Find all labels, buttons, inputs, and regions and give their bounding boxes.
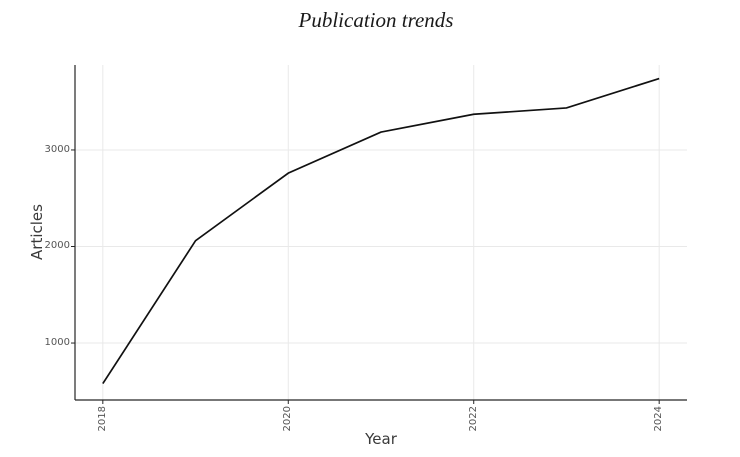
data-line-articles bbox=[102, 77, 660, 385]
y-tick-label: 2000 bbox=[44, 240, 70, 252]
x-tick-label: 2024 bbox=[653, 406, 665, 432]
y-tick-label: 3000 bbox=[44, 143, 70, 155]
chart-title: Publication trends bbox=[298, 8, 454, 32]
y-tick-label: 1000 bbox=[44, 337, 70, 349]
y-axis-label: Articles bbox=[28, 204, 46, 260]
x-tick-label: 2022 bbox=[467, 406, 479, 432]
x-axis-label: Year bbox=[365, 430, 397, 448]
x-tick-label: 2018 bbox=[96, 406, 108, 432]
x-tick-label: 2020 bbox=[282, 406, 294, 432]
